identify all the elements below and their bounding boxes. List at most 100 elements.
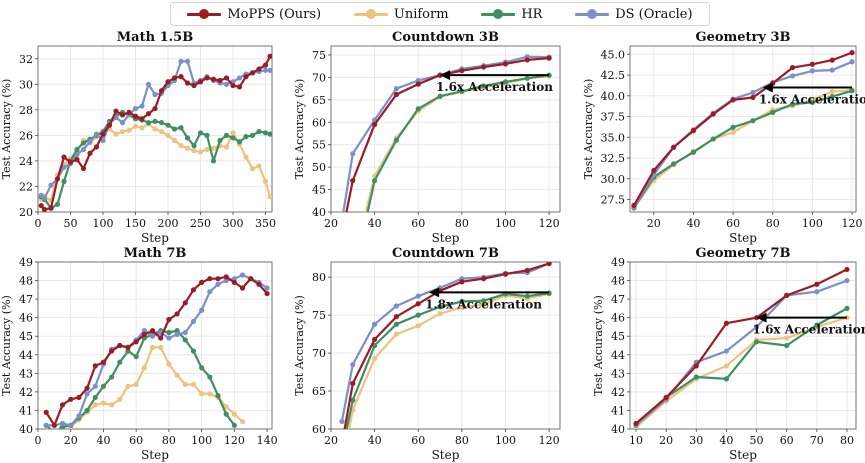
data-point	[197, 79, 204, 85]
data-point	[372, 177, 378, 184]
x-tick-label: 70	[810, 434, 824, 447]
series-layer	[339, 262, 552, 454]
x-tick-label: 150	[125, 217, 146, 230]
x-tick-label: 100	[802, 217, 823, 230]
data-point	[350, 151, 356, 157]
data-point	[243, 74, 249, 80]
acceleration-annotation: 1.8x Acceleration	[425, 287, 550, 311]
data-point	[174, 328, 180, 334]
y-tick-label: 30.0	[601, 173, 626, 186]
data-point	[190, 381, 197, 388]
data-point	[41, 206, 48, 212]
series-layer	[38, 53, 272, 212]
data-point	[223, 411, 229, 417]
data-point	[171, 137, 178, 144]
y-tick-label: 60	[312, 116, 326, 129]
plot-frame	[330, 261, 561, 430]
data-point	[723, 363, 730, 369]
x-tick-label: 200	[158, 217, 179, 230]
data-point	[693, 374, 699, 380]
data-point	[230, 130, 236, 136]
data-point	[415, 293, 421, 299]
x-tick-label: 0	[35, 434, 42, 447]
data-point	[141, 331, 147, 337]
data-point	[113, 131, 119, 137]
x-tick-label: 20	[324, 217, 338, 230]
data-point	[264, 290, 270, 297]
data-point	[68, 422, 74, 428]
data-point	[171, 75, 178, 81]
data-point	[166, 316, 172, 323]
data-point	[693, 363, 699, 369]
data-point	[524, 75, 530, 81]
data-point	[109, 402, 115, 408]
data-point	[361, 227, 366, 232]
data-point	[814, 322, 820, 328]
acceleration-arrow-head	[762, 82, 773, 93]
data-point	[243, 154, 249, 160]
data-point	[502, 61, 509, 67]
data-point	[76, 413, 82, 419]
y-tick-label: 60	[312, 423, 326, 436]
data-point	[100, 131, 106, 137]
data-point	[61, 178, 67, 184]
data-point	[267, 53, 272, 59]
data-point	[339, 418, 345, 425]
data-point	[182, 337, 188, 343]
y-tick-label: 30	[19, 78, 33, 91]
legend-label: HR	[521, 6, 543, 22]
data-point	[350, 380, 356, 387]
data-point	[109, 374, 115, 380]
x-tick-label: 80	[455, 217, 469, 230]
x-tick-label: 100	[93, 217, 114, 230]
data-point	[93, 144, 100, 150]
y-tick-label: 45	[19, 330, 33, 343]
series-line-hr	[633, 89, 853, 209]
data-point	[43, 422, 49, 428]
data-point	[223, 132, 230, 138]
y-tick-label: 35.0	[601, 131, 626, 144]
data-point	[51, 422, 57, 428]
data-point	[710, 111, 716, 117]
y-tick-label: 75	[312, 49, 326, 62]
data-point	[415, 77, 421, 84]
plot-frame	[330, 45, 561, 213]
data-point	[171, 126, 178, 132]
data-point	[814, 289, 820, 295]
data-point	[393, 331, 400, 337]
data-point	[339, 449, 344, 454]
data-point	[74, 157, 80, 163]
y-tick-label: 24	[19, 155, 33, 168]
data-point	[502, 79, 509, 85]
series-line-mopps-ours-	[635, 268, 848, 425]
acceleration-arrow-head	[429, 287, 440, 298]
data-point	[459, 88, 465, 94]
data-point	[207, 391, 213, 397]
chart-title: Geometry 7B	[695, 246, 790, 261]
data-point	[61, 164, 67, 170]
data-point	[84, 407, 90, 414]
data-point	[197, 130, 204, 136]
data-point	[152, 126, 158, 132]
y-tick-label: 27.5	[601, 194, 626, 207]
data-point	[87, 139, 93, 145]
plot-frame	[629, 261, 857, 430]
data-point	[48, 205, 54, 211]
acceleration-label: 1.8x Acceleration	[425, 297, 542, 311]
data-point	[210, 145, 217, 151]
series-line-uniform	[633, 88, 853, 209]
y-tick-label: 49	[611, 256, 625, 269]
y-tick-label: 70	[312, 71, 326, 84]
data-point	[393, 321, 400, 327]
data-point	[165, 122, 171, 128]
data-point	[651, 167, 657, 174]
x-tick-label: 120	[842, 217, 863, 230]
y-tick-label: 40	[611, 423, 625, 436]
series-layer	[633, 266, 850, 429]
x-tick-label: 50	[64, 217, 78, 230]
data-point	[190, 287, 197, 293]
legend: MoPPS (Ours) Uniform HR DS (Oracle)	[170, 2, 710, 26]
data-point	[231, 276, 237, 282]
data-point	[437, 311, 443, 317]
data-point	[100, 383, 107, 389]
